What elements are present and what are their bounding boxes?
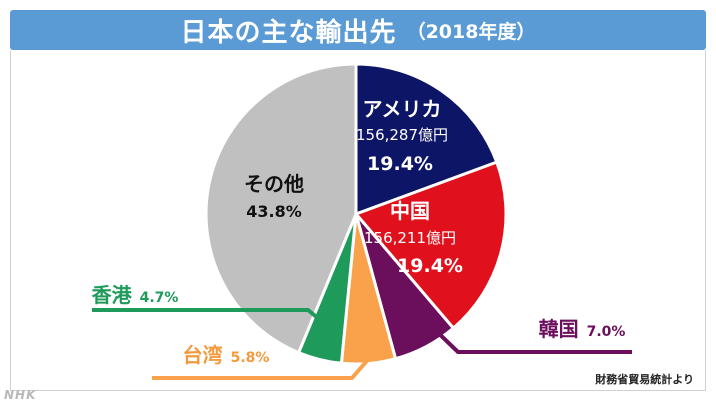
slice-5-leader-line xyxy=(92,308,332,330)
title-bar: 日本の主な輸出先 （2018年度） xyxy=(10,10,706,50)
chart-subtitle: （2018年度） xyxy=(406,20,536,43)
slice-4-label: 台湾 5.8% xyxy=(183,343,270,367)
slice-6-percent: 43.8% xyxy=(246,202,302,221)
chart-frame xyxy=(10,50,706,391)
slice-3-label: 韓国 7.0% xyxy=(539,317,626,341)
slice-5-percent: 4.7% xyxy=(140,290,179,306)
slice-4-percent: 5.8% xyxy=(231,350,270,366)
slice-1-percent: 19.4% xyxy=(367,153,433,175)
slice-3-leader-line xyxy=(428,323,632,354)
slice-1-amount: 156,287億円 xyxy=(356,126,448,144)
chart-title: 日本の主な輸出先 xyxy=(180,17,397,48)
slice-3-percent: 7.0% xyxy=(587,324,626,340)
slice-4-name: 台湾 xyxy=(183,343,223,367)
nhk-logo: NHK xyxy=(4,388,37,402)
slice-6-name: その他 xyxy=(244,172,304,196)
slice-6-wedge xyxy=(204,62,358,355)
slice-5-name: 香港 xyxy=(92,283,133,307)
slice-1-wedge xyxy=(354,62,499,217)
slice-2-wedge xyxy=(353,160,508,331)
slice-4-leader-line xyxy=(152,353,374,380)
slice-2-name: 中国 xyxy=(390,199,430,223)
slice-2-percent: 19.4% xyxy=(397,255,463,277)
slice-3-name: 韓国 xyxy=(539,317,579,341)
slice-1-name: アメリカ xyxy=(363,97,442,121)
source-note: 財務省貿易統計より xyxy=(595,373,694,386)
slice-2-amount: 156,211億円 xyxy=(364,229,456,247)
slice-5-label: 香港 4.7% xyxy=(92,283,179,307)
